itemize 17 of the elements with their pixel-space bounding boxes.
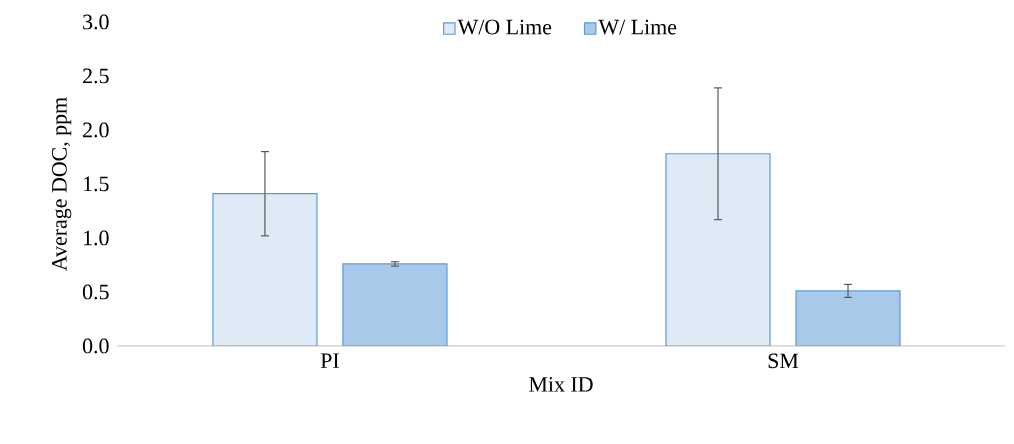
y-tick-label: 1.5 <box>84 176 109 192</box>
y-tick-label: 0.5 <box>82 284 109 300</box>
y-tick-label: 3.0 <box>83 14 109 30</box>
legend-label: W/ Lime <box>598 19 677 35</box>
x-tick-label: SM <box>768 353 799 369</box>
bar <box>212 193 318 346</box>
x-tick-label: PI <box>320 353 339 368</box>
y-tick-label: 0.0 <box>82 338 109 354</box>
y-tick-label: 2.5 <box>83 68 109 84</box>
bar <box>342 263 448 346</box>
y-tick-label: 1.0 <box>84 230 109 246</box>
y-tick-label: 2.0 <box>83 122 109 138</box>
y-axis-title: Average DOC, ppm <box>52 97 72 271</box>
legend-label: W/O Lime <box>457 19 552 35</box>
bar <box>795 290 901 346</box>
x-axis-title: Mix ID <box>529 377 593 392</box>
bar <box>665 153 771 346</box>
